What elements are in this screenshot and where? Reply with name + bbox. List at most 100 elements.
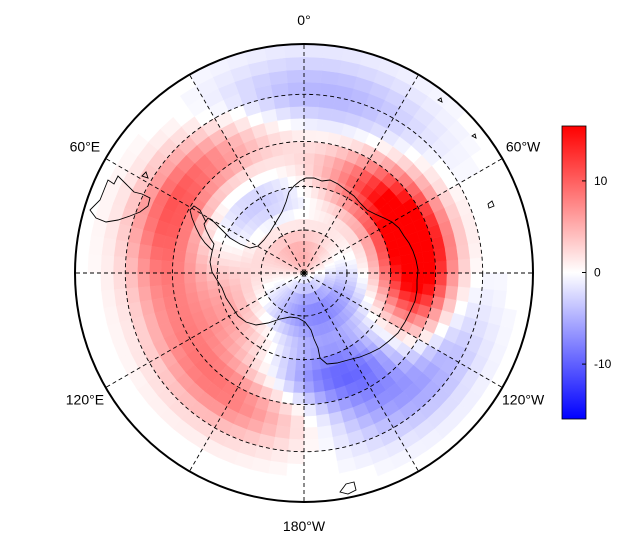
anomaly-cell	[303, 163, 314, 176]
anomaly-cell	[456, 286, 471, 303]
anomaly-cell	[100, 272, 115, 291]
anomaly-cell	[172, 249, 186, 263]
anomaly-cell	[303, 381, 315, 394]
antarctica-coastline	[203, 177, 419, 365]
anomaly-cell	[284, 56, 305, 71]
anomaly-cell	[303, 438, 320, 452]
meridian-line	[189, 272, 305, 472]
anomaly-cell	[295, 359, 305, 371]
anomaly-cell	[313, 153, 326, 167]
new-zealand-island	[339, 481, 357, 495]
anomaly-cell	[303, 81, 321, 96]
anomaly-cell	[172, 272, 185, 285]
anomaly-cell	[161, 247, 175, 262]
anomaly-cell	[317, 425, 334, 440]
anomaly-cell	[368, 272, 380, 280]
anomaly-cell	[87, 253, 102, 274]
anomaly-cell	[446, 259, 460, 274]
colorbar-ticks: 10 0 -10	[582, 174, 612, 371]
anomaly-cell	[278, 402, 293, 416]
anomaly-cell	[319, 82, 338, 98]
anomaly-cell	[318, 436, 336, 452]
longitude-label: 180°W	[283, 518, 326, 534]
anomaly-cell	[346, 272, 359, 278]
anomaly-cell	[444, 245, 459, 261]
anomaly-cell	[412, 262, 425, 274]
anomaly-cell	[303, 129, 317, 143]
anomaly-cell	[390, 272, 402, 282]
anomaly-cell	[125, 257, 139, 274]
anomaly-cell	[206, 272, 218, 282]
anomaly-cell	[293, 152, 305, 165]
meridian-line	[303, 272, 419, 472]
anomaly-cell	[101, 289, 117, 309]
anomaly-cell	[433, 284, 447, 299]
anomaly-cell	[125, 272, 139, 289]
meridian-line	[105, 272, 305, 388]
anomaly-cell	[294, 163, 305, 176]
anomaly-cell	[172, 261, 185, 274]
anomaly-cell	[491, 289, 507, 309]
anomaly-cell	[101, 237, 117, 257]
anomaly-cell	[148, 272, 162, 287]
anomaly-cell	[422, 283, 436, 297]
antarctic-peninsula-outline	[189, 205, 213, 251]
longitude-label: 120°E	[66, 392, 104, 408]
anomaly-cell	[284, 368, 296, 382]
anomaly-cell	[278, 130, 293, 144]
anomaly-cell	[303, 186, 312, 198]
colorbar: 10 0 -10	[561, 125, 612, 420]
small-island-2	[471, 133, 477, 139]
anomaly-cell	[458, 272, 471, 288]
anomaly-cell	[296, 348, 305, 360]
anomaly-cell	[399, 281, 413, 293]
anomaly-cell	[195, 253, 209, 265]
anomaly-cell	[137, 243, 152, 260]
anomaly-cell	[412, 272, 425, 284]
anomaly-cell	[274, 106, 291, 121]
anomaly-cell	[303, 427, 319, 440]
anomaly-cell	[292, 392, 305, 405]
colorbar-tick-label: 0	[594, 266, 601, 280]
anomaly-cell	[291, 129, 305, 143]
anomaly-cell	[303, 152, 315, 165]
anomaly-cell	[137, 286, 152, 303]
anomaly-cell	[217, 272, 229, 281]
graticule	[75, 44, 533, 502]
anomaly-cell	[303, 370, 314, 383]
anomaly-cell	[274, 425, 291, 440]
anomaly-cell	[379, 272, 391, 281]
anomaly-cell	[317, 106, 334, 121]
anomaly-cell	[422, 249, 436, 263]
anomaly-cell	[287, 81, 305, 96]
anomaly-cell	[268, 460, 288, 476]
anomaly-cell	[316, 118, 332, 133]
anomaly-cell	[479, 288, 495, 307]
small-island-3	[437, 97, 443, 103]
anomaly-cell	[112, 272, 127, 290]
anomaly-cell	[303, 392, 316, 405]
anomaly-cell	[292, 141, 305, 154]
longitude-label: 0°	[297, 12, 310, 28]
anomaly-cell	[113, 239, 129, 258]
map-area[interactable]	[74, 43, 534, 503]
anomaly-cell	[217, 265, 229, 274]
meridian-line	[189, 74, 305, 274]
anomaly-cell	[276, 413, 292, 428]
anomaly-cell	[183, 262, 196, 274]
anomaly-field-layer	[87, 44, 518, 477]
anomaly-cell	[315, 130, 330, 144]
anomaly-cell	[315, 402, 330, 416]
anomaly-cell	[401, 272, 414, 283]
anomaly-cell	[303, 106, 319, 119]
anomaly-cell	[401, 263, 414, 274]
anomaly-cell	[268, 70, 288, 86]
anomaly-cell	[297, 337, 305, 349]
anomaly-cell	[161, 284, 175, 299]
anomaly-cell	[160, 260, 174, 274]
anomaly-cell	[289, 427, 305, 440]
anomaly-cell	[282, 379, 295, 393]
colorbar-tick-label: 10	[594, 174, 608, 188]
meridian-line	[105, 158, 305, 274]
anomaly-cell	[456, 243, 471, 260]
